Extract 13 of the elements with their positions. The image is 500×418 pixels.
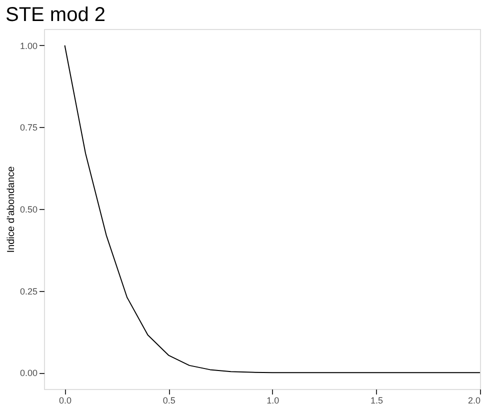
x-tick-label: 0.5: [162, 396, 176, 406]
x-tick-label: 0.0: [59, 396, 72, 406]
y-tick-label: 0.75: [20, 122, 38, 133]
y-tick-label: 0.00: [20, 368, 38, 378]
y-tick-label: 1.00: [20, 40, 38, 51]
y-tick-label: 0.50: [20, 204, 38, 214]
y-tick-label: 0.25: [20, 286, 38, 296]
x-tick-label: 1.5: [370, 396, 383, 406]
line-series: [64, 44, 480, 374]
x-tick-label: 1.0: [266, 396, 280, 406]
chart-title: STE mod 2: [5, 4, 106, 26]
y-axis-title: Indice d'abondance: [6, 166, 17, 253]
x-tick-label: 2.0: [468, 396, 480, 406]
